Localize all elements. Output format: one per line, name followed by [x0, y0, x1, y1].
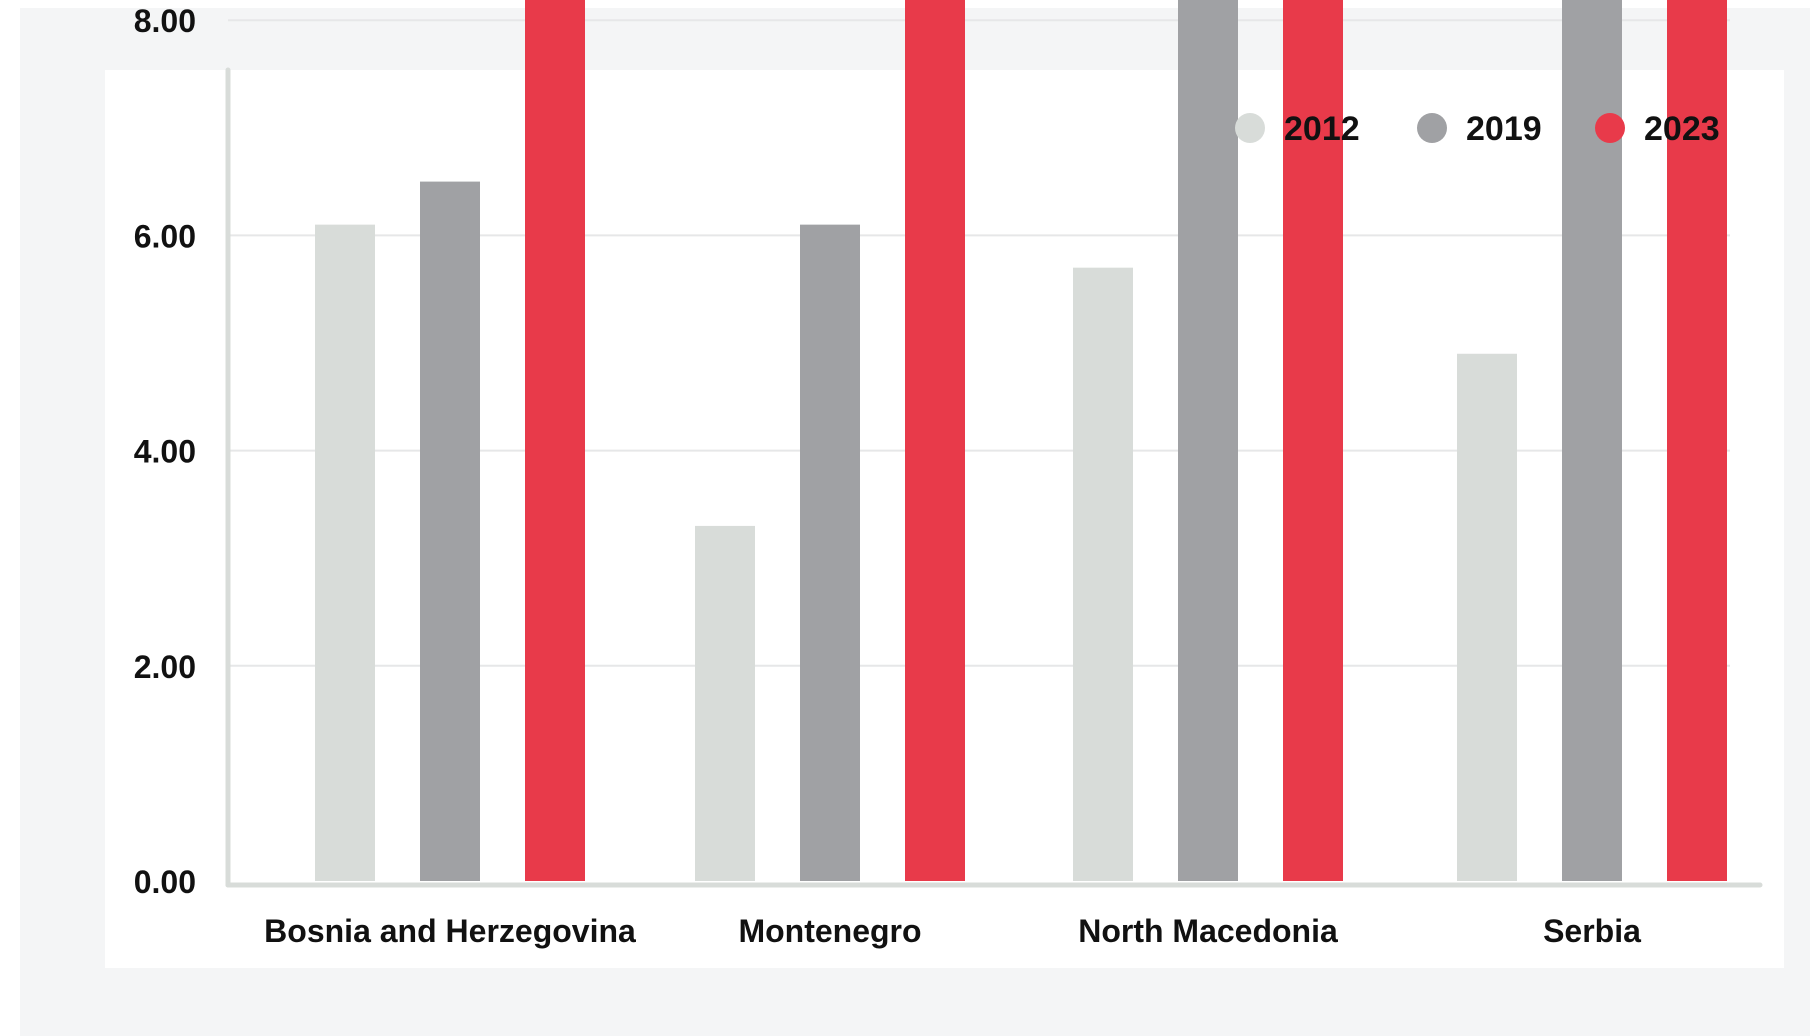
bar[interactable] — [695, 525, 755, 881]
bar[interactable] — [800, 224, 860, 881]
bar[interactable] — [1178, 0, 1238, 881]
legend-label: 2023 — [1644, 110, 1720, 148]
bar[interactable] — [905, 0, 965, 882]
legend-label: 2019 — [1466, 110, 1542, 148]
y-tick-label: 4.00 — [134, 434, 196, 470]
bar[interactable] — [525, 0, 585, 882]
legend-item[interactable]: 2023 — [1595, 110, 1720, 148]
y-tick-label: 0.00 — [134, 864, 196, 900]
bar[interactable] — [1457, 353, 1517, 881]
legend-swatch — [1595, 113, 1625, 143]
y-tick-label: 8.00 — [134, 3, 196, 39]
bar[interactable] — [1283, 0, 1343, 881]
legend[interactable]: 2012 2019 2023 — [1235, 110, 1720, 148]
axes — [225, 67, 1763, 888]
y-tick-label: 6.00 — [134, 218, 196, 254]
x-tick-label: Bosnia and Herzegovina — [264, 913, 636, 949]
bar[interactable] — [1073, 267, 1133, 881]
x-tick-label: Montenegro — [738, 913, 921, 949]
bar[interactable] — [1562, 0, 1622, 881]
legend-swatch — [1235, 113, 1265, 143]
y-tick-labels: 0.002.004.006.008.0010.0012.0014.00 — [134, 3, 196, 900]
y-tick-label: 2.00 — [134, 649, 196, 685]
bar[interactable] — [315, 224, 375, 881]
bar[interactable] — [420, 181, 480, 882]
legend-swatch — [1417, 113, 1447, 143]
legend-item[interactable]: 2019 — [1417, 110, 1542, 148]
bar[interactable] — [1667, 0, 1727, 882]
legend-label: 2012 — [1284, 110, 1360, 148]
bars — [315, 0, 1727, 882]
legend-item[interactable]: 2012 — [1235, 110, 1360, 148]
x-tick-label: Serbia — [1543, 913, 1641, 949]
x-tick-label: North Macedonia — [1078, 913, 1338, 949]
x-tick-labels: Bosnia and Herzegovina Montenegro North Ma… — [264, 913, 1641, 949]
